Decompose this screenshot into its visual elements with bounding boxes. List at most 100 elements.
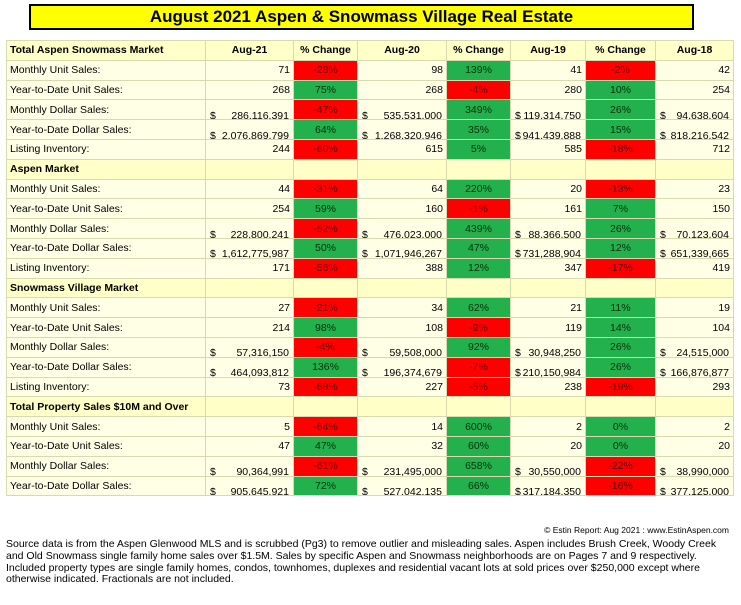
column-header: Aug-19 [510,40,586,61]
currency-symbol: $ [515,129,521,140]
empty-header-cell [446,396,511,418]
value-cell: $231,495,000 [357,455,447,477]
column-header: % Change [293,40,358,61]
value-cell: 712 [655,138,734,160]
percent-change-cell: -9% [446,317,511,338]
empty-header-cell [205,158,294,180]
value-cell: 41 [510,59,586,81]
dollar-value: 90,364,991 [236,466,289,477]
currency-symbol: $ [362,485,368,496]
value-cell: $818,216,542 [655,119,734,140]
row-label: Monthly Unit Sales: [6,416,206,437]
row-label: Year-to-Date Unit Sales: [6,435,206,457]
currency-symbol: $ [515,367,521,378]
dollar-value: 527,042,135 [383,485,442,496]
value-cell: 47 [205,435,294,457]
table-row: Year-to-Date Unit Sales: 214 98% 108 -9% 119 1… [6,317,734,338]
value-cell: 268 [357,79,447,101]
row-label: Listing Inventory: [6,376,206,398]
currency-symbol: $ [660,228,666,239]
value-cell: 104 [655,317,734,338]
percent-change-cell: 0% [585,435,656,457]
row-label: Monthly Dollar Sales: [6,455,206,477]
value-cell: 21 [510,297,586,319]
empty-header-cell [293,158,358,180]
percent-change-cell: -22% [585,455,656,477]
value-cell: $38,990,000 [655,455,734,477]
value-cell: $24,515,000 [655,336,734,358]
value-cell: $535,531,000 [357,99,447,121]
percent-change-cell: 220% [446,178,511,200]
percent-change-cell: 26% [585,218,656,239]
currency-symbol: $ [515,485,521,496]
value-cell: $527,042,135 [357,475,447,497]
empty-header-cell [446,158,511,180]
value-cell: $286,116,391 [205,99,294,121]
percent-change-cell: -13% [585,178,656,200]
row-label: Monthly Unit Sales: [6,297,206,319]
value-cell: 150 [655,198,734,220]
currency-symbol: $ [515,466,521,477]
table-row: Year-to-Date Unit Sales: 47 47% 32 60% 20 0% 20 [6,435,734,457]
row-label: Year-to-Date Dollar Sales: [6,119,206,140]
real-estate-table: Total Aspen Snowmass Market Aug-21% Chang… [6,40,734,497]
value-cell: 20 [510,435,586,457]
currency-symbol: $ [210,248,216,259]
percent-change-cell: 47% [293,435,358,457]
dollar-value: 38,990,000 [676,466,729,477]
percent-change-cell: -1% [446,198,511,220]
table-row: Year-to-Date Unit Sales: 268 75% 268 -4% 280 1… [6,79,734,101]
empty-header-cell [510,277,586,299]
percent-change-cell: 92% [446,336,511,358]
empty-header-cell [655,158,734,180]
percent-change-cell: 349% [446,99,511,121]
currency-symbol: $ [210,485,216,496]
dollar-value: 464,093,812 [230,367,289,378]
table-row: Year-to-Date Dollar Sales: $464,093,812 13… [6,356,734,378]
percent-change-cell: 47% [446,237,511,259]
value-cell: 244 [205,138,294,160]
column-header: % Change [446,40,511,61]
currency-symbol: $ [660,109,666,120]
table-row: Monthly Unit Sales: 71 -28% 98 139% 41 -2% 42 [6,59,734,81]
dollar-value: 818,216,542 [670,129,729,140]
value-cell: 160 [357,198,447,220]
value-cell: 20 [655,435,734,457]
currency-symbol: $ [210,228,216,239]
value-cell: $1,268,320,946 [357,119,447,140]
credit-line: © Estin Report: Aug 2021 : www.EstinAspe… [544,525,729,535]
currency-symbol: $ [362,129,368,140]
percent-change-cell: 72% [293,475,358,497]
dollar-value: 905,645,921 [230,485,289,496]
dollar-value: 210,150,984 [522,367,581,378]
dollar-value: 94,638,604 [676,109,729,120]
value-cell: $88,366,500 [510,218,586,239]
value-cell: 171 [205,257,294,279]
dollar-value: 1,612,775,987 [221,248,289,259]
value-cell: $905,645,921 [205,475,294,497]
percent-change-cell: 60% [446,435,511,457]
currency-symbol: $ [660,466,666,477]
dollar-value: 476,023,000 [383,228,442,239]
value-cell: $476,023,000 [357,218,447,239]
row-label: Monthly Dollar Sales: [6,336,206,358]
percent-change-cell: -60% [293,138,358,160]
value-cell: $196,374,679 [357,356,447,378]
percent-change-cell: 5% [446,138,511,160]
dollar-value: 317,184,350 [522,485,581,496]
currency-symbol: $ [210,109,216,120]
empty-header-cell [293,396,358,418]
currency-symbol: $ [515,347,521,358]
value-cell: $377,125,000 [655,475,734,497]
percent-change-cell: -52% [293,218,358,239]
value-cell: 254 [655,79,734,101]
currency-symbol: $ [362,347,368,358]
value-cell: 254 [205,198,294,220]
dollar-value: 941,439,888 [522,129,581,140]
currency-symbol: $ [515,228,521,239]
row-label: Listing Inventory: [6,138,206,160]
row-label: Year-to-Date Unit Sales: [6,79,206,101]
percent-change-cell: -21% [293,297,358,319]
empty-header-cell [446,277,511,299]
percent-change-cell: 35% [446,119,511,140]
